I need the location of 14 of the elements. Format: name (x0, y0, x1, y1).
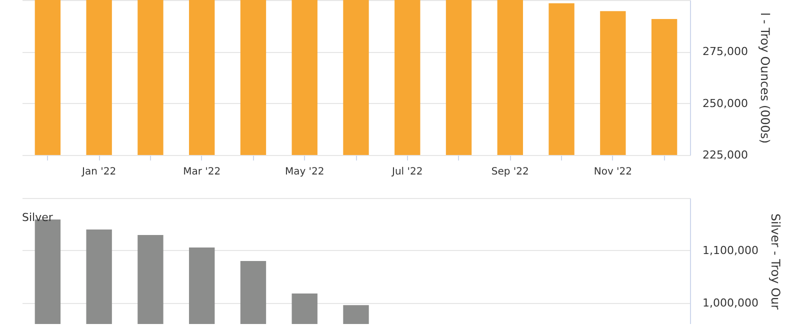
y-tick-label: 1,000,000 (702, 296, 758, 310)
y-tick-label: 275,000 (702, 45, 748, 58)
y-tick-label: 225,000 (702, 148, 748, 162)
y-tick-label: 250,000 (702, 96, 748, 110)
x-tick-label: Jul '22 (391, 166, 423, 178)
x-tick-label: May '22 (284, 166, 324, 178)
x-tick-label: Nov '22 (594, 166, 632, 178)
x-tick-label: Sep '22 (491, 166, 529, 178)
x-tick-label: Mar '22 (183, 166, 221, 178)
y-axis-title: l - Troy Ounces (000s) (758, 12, 772, 144)
y-axis-title: Silver - Troy Our (768, 213, 782, 310)
y-tick-label: 1,100,000 (702, 244, 758, 257)
series-label: Silver (22, 211, 54, 224)
x-tick-label: Jan '22 (81, 166, 116, 178)
